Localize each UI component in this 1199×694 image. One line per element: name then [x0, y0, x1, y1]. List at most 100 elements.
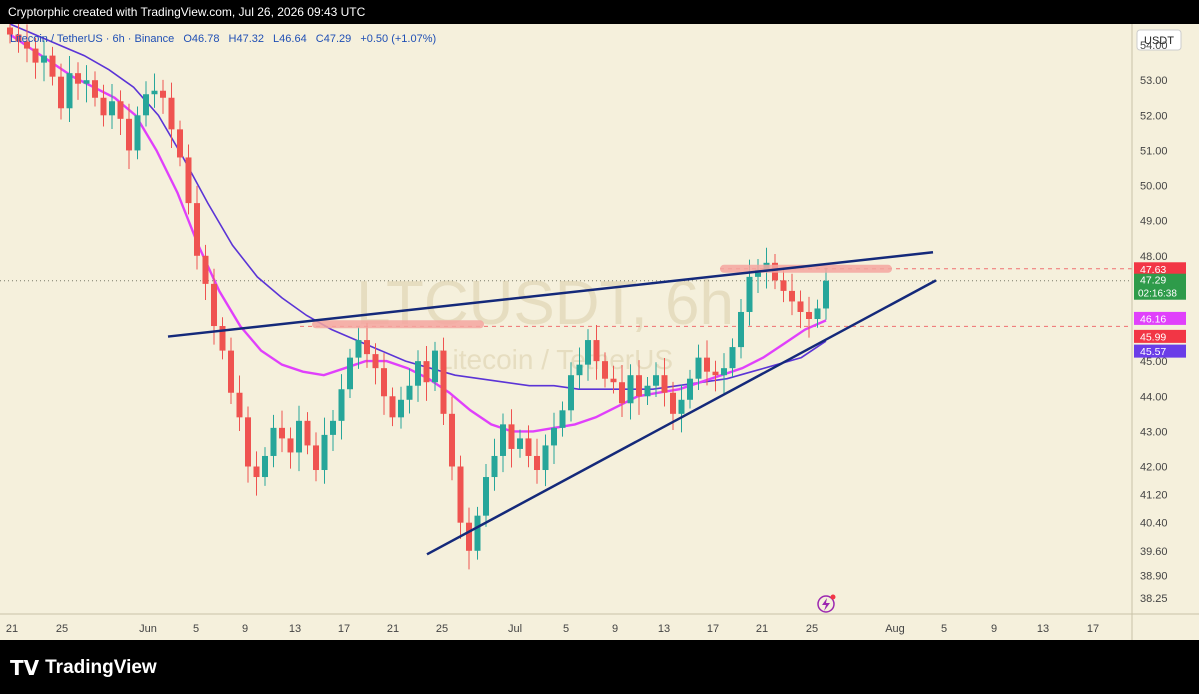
candle [253, 451, 260, 496]
candle [338, 374, 345, 440]
price-label-value: 45.99 [1140, 331, 1166, 343]
candle [525, 425, 532, 468]
candle [653, 362, 659, 397]
candle [296, 405, 302, 472]
candle [415, 350, 421, 402]
price-label-countdown: 02:16:38 [1138, 289, 1177, 300]
tradingview-logo[interactable]: TV TradingView [10, 656, 157, 680]
candle [491, 438, 498, 491]
price-tick-label: 44.00 [1140, 391, 1168, 403]
candle [457, 455, 464, 539]
candle [24, 24, 30, 63]
price-label-value: 45.57 [1140, 346, 1166, 358]
price-tick-label: 40.40 [1140, 518, 1168, 530]
candle [41, 40, 47, 82]
price-tick-label: 51.00 [1140, 145, 1168, 157]
price-label-resistance: 47.63 [1134, 262, 1186, 276]
time-tick-label: 25 [56, 623, 68, 635]
candle [279, 410, 285, 453]
candle [797, 290, 804, 329]
candle [729, 338, 736, 377]
high-value: 47.32 [236, 33, 264, 45]
candle [661, 357, 668, 407]
candle [398, 386, 404, 429]
price-label-value: 47.63 [1140, 264, 1166, 276]
time-tick-label: 9 [242, 623, 248, 635]
candle [568, 362, 574, 422]
candle [687, 369, 693, 409]
lightning-icon[interactable] [817, 594, 836, 613]
candle [202, 244, 209, 301]
candle [636, 360, 642, 415]
candle [806, 296, 812, 338]
candle [551, 412, 557, 465]
attribution-text: Cryptorphic created with TradingView.com… [8, 5, 366, 19]
candle [466, 507, 472, 570]
price-chart[interactable]: LTCUSDT, 6h Litecoin / TetherUS USDT54.0… [0, 18, 1199, 640]
candle [330, 409, 336, 452]
close-value: 47.29 [324, 33, 352, 45]
symbol-name: Litecoin / TetherUS · 6h · Binance [10, 33, 174, 45]
candle [75, 62, 81, 100]
upper-trendline[interactable] [167, 251, 934, 338]
candle [236, 375, 243, 432]
candle [755, 258, 761, 294]
candle [49, 46, 56, 86]
time-tick-label: 21 [756, 623, 768, 635]
price-label-value: 47.29 [1140, 275, 1166, 287]
candle [228, 337, 234, 404]
candle [287, 427, 294, 469]
time-tick-label: 9 [612, 623, 618, 635]
candle [704, 340, 710, 386]
candle [92, 71, 98, 107]
candle [449, 396, 455, 481]
candle [440, 337, 447, 426]
candle [712, 360, 719, 392]
candle [389, 387, 396, 427]
candle [32, 37, 39, 79]
candle [619, 365, 625, 417]
candle [109, 84, 115, 130]
candle [474, 506, 481, 560]
price-tick-label: 42.00 [1140, 462, 1168, 474]
candle [83, 65, 90, 103]
candle [593, 324, 600, 380]
change-value: +0.50 (+1.07%) [360, 33, 436, 45]
chart-panel[interactable]: LTCUSDT, 6h Litecoin / TetherUS USDT 54.0… [0, 18, 1199, 640]
price-label-ma-fast: 46.16 [1134, 311, 1186, 325]
candle [627, 364, 634, 420]
symbol-legend[interactable]: Litecoin / TetherUS · 6h · Binance O46.7… [10, 33, 436, 45]
candle [780, 267, 787, 303]
open-value: 46.78 [192, 33, 220, 45]
price-axis[interactable]: USDT54.0053.0052.0051.0050.0049.0048.004… [1131, 24, 1186, 640]
time-tick-label: 21 [387, 623, 399, 635]
low-label: L [273, 33, 279, 45]
lower-trendline[interactable] [426, 279, 937, 556]
candle [789, 273, 795, 316]
candle [160, 79, 166, 114]
candle [508, 409, 515, 468]
footer: TV TradingView [0, 640, 1199, 694]
low-value: 46.64 [279, 33, 307, 45]
time-axis[interactable]: 21 25 Jun 5 9 13 17 21 25 Jul 5 9 13 17 21 25 Aug 5 9 13 17 [0, 613, 1199, 635]
candle [185, 144, 192, 215]
price-label-support: 45.99 [1134, 329, 1186, 343]
time-tick-label: 17 [338, 623, 350, 635]
mid-zone[interactable] [312, 320, 484, 329]
currency-box[interactable] [1136, 29, 1182, 51]
candle [143, 81, 149, 127]
candle [313, 432, 319, 482]
time-tick-label: 21 [6, 623, 18, 635]
candle [406, 368, 413, 414]
candle [262, 447, 268, 486]
candle [117, 90, 124, 135]
candle [559, 401, 566, 437]
candle [355, 327, 362, 369]
time-tick-label: 25 [806, 623, 818, 635]
price-label-last-price: 47.29 02:16:38 [1134, 273, 1186, 300]
candle [177, 120, 183, 167]
price-tick-label: 45.00 [1140, 356, 1168, 368]
candle [304, 412, 311, 455]
high-label: H [229, 33, 237, 45]
candles-layer [7, 18, 829, 570]
